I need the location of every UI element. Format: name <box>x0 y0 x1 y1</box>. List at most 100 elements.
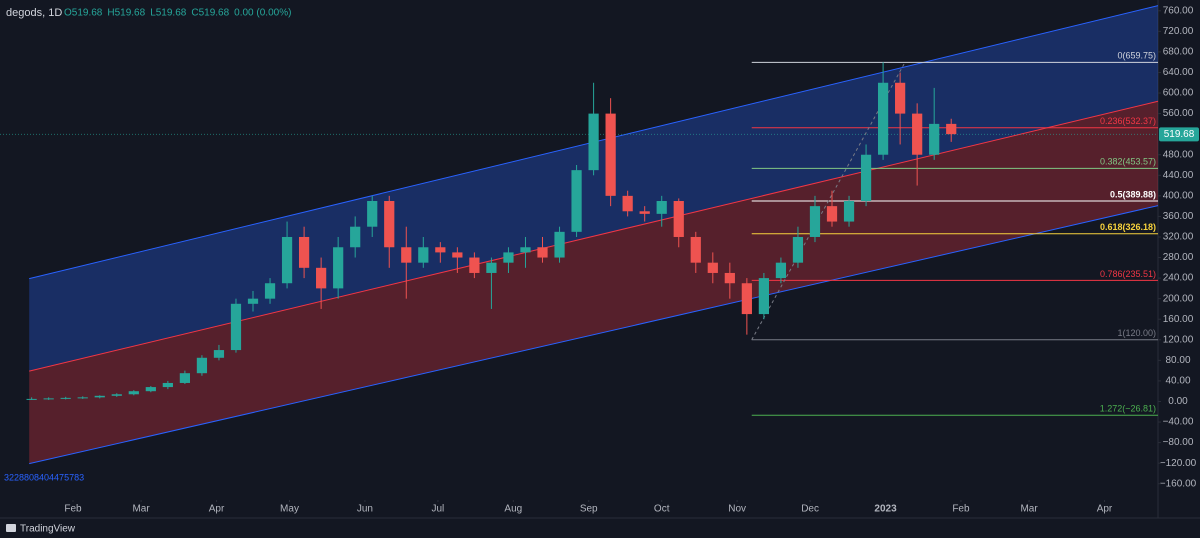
channel-lower-fill <box>29 101 1159 464</box>
ohlc-value: O519.68 <box>64 8 103 19</box>
y-tick-label: −160.00 <box>1160 478 1197 489</box>
fib-label: 1(120.00) <box>1117 328 1156 338</box>
candle-body <box>775 262 787 279</box>
candle-body <box>826 206 838 222</box>
fib-label: 0.5(389.88) <box>1110 189 1156 199</box>
candle-body <box>281 236 293 284</box>
y-tick-label: 320.00 <box>1163 232 1194 243</box>
candle-body <box>537 247 548 258</box>
y-tick-label: 0.00 <box>1168 396 1188 407</box>
candle-body <box>843 200 855 222</box>
channel-upper-fill <box>29 5 1159 372</box>
candle-body <box>196 357 208 374</box>
ohlc-value: C519.68 <box>191 8 229 19</box>
candle-body <box>213 350 225 358</box>
x-tick-label: Feb <box>64 504 82 515</box>
candle-body <box>43 398 54 400</box>
candle-body <box>469 257 480 273</box>
last-price-tag <box>1159 127 1199 142</box>
x-tick-label: Dec <box>801 504 819 515</box>
candle-body <box>333 247 344 289</box>
y-tick-label: 240.00 <box>1163 273 1194 284</box>
candle-body <box>94 395 105 398</box>
candle-body <box>60 397 71 399</box>
candle-body <box>145 387 156 392</box>
candle-body <box>247 298 259 304</box>
candle-body <box>639 211 650 214</box>
candle-body <box>605 113 616 196</box>
candle-body <box>554 231 565 258</box>
candle-body <box>946 123 957 135</box>
candle-body <box>741 283 752 315</box>
fib-label: 0.618(326.18) <box>1100 222 1156 232</box>
channel-lower <box>29 205 1159 465</box>
candle-body <box>111 394 122 396</box>
candle-body <box>128 391 139 395</box>
candle-body <box>758 278 769 315</box>
y-tick-label: 40.00 <box>1165 376 1190 387</box>
candle-body <box>162 382 173 388</box>
x-tick-label: Jul <box>432 504 445 515</box>
x-tick-label: Aug <box>504 504 522 515</box>
ohlc-value: H519.68 <box>107 8 145 19</box>
plot: 0(659.75) 0.236(532.37) 0.382(453.57) 0.5(3… <box>0 5 1159 465</box>
candle-body <box>298 236 310 268</box>
candle-body <box>571 170 582 232</box>
fib-label: 0(659.75) <box>1117 51 1156 61</box>
candle-body <box>656 200 667 214</box>
candle-body <box>860 154 872 201</box>
x-tick-label: Nov <box>728 504 746 515</box>
candle-body <box>707 262 718 273</box>
y-tick-label: 360.00 <box>1163 211 1194 222</box>
x-tick-label: Feb <box>952 504 970 515</box>
y-tick-label: 720.00 <box>1163 26 1194 37</box>
x-tick-label: Jun <box>357 504 373 515</box>
candle-body <box>384 200 395 248</box>
y-tick-label: 640.00 <box>1163 67 1194 78</box>
x-tick-label: Oct <box>654 504 670 515</box>
candle-body <box>367 200 378 227</box>
candle-body <box>435 247 446 253</box>
y-tick-label: 280.00 <box>1163 252 1194 263</box>
candle-body <box>724 272 735 284</box>
candle-body <box>230 303 242 351</box>
y-tick-label: 160.00 <box>1163 314 1194 325</box>
candle-body <box>401 247 412 263</box>
y-tick-label: 80.00 <box>1165 355 1190 366</box>
candle-body <box>26 398 37 400</box>
x-tick-label: 2023 <box>874 504 897 515</box>
candle-body <box>809 206 821 237</box>
candle-body <box>520 247 531 253</box>
y-tick-label: 560.00 <box>1163 108 1194 119</box>
y-tick-label: 480.00 <box>1163 149 1194 160</box>
candle-body <box>588 113 599 171</box>
channel-middle <box>29 100 1159 372</box>
candle-body <box>503 252 514 263</box>
y-tick-label: −80.00 <box>1163 437 1194 448</box>
x-tick-label: Mar <box>132 504 150 515</box>
symbol: degods, 1D <box>6 7 62 19</box>
candle-body <box>77 397 88 399</box>
y-tick-label: 760.00 <box>1163 5 1194 16</box>
y-tick-label: 200.00 <box>1163 293 1194 304</box>
logo-icon <box>6 524 16 532</box>
fib-label: 0.236(532.37) <box>1100 116 1156 126</box>
candle-body <box>350 226 361 248</box>
y-tick-label: 440.00 <box>1163 170 1194 181</box>
y-tick-label: 600.00 <box>1163 88 1194 99</box>
candle-body <box>895 82 906 114</box>
last-price-label: 519.68 <box>1164 129 1195 140</box>
candle-body <box>452 252 463 258</box>
footer[interactable]: TradingView <box>20 524 76 535</box>
x-tick-label: Apr <box>209 504 225 515</box>
ohlc-value: 0.00 (0.00%) <box>234 8 291 19</box>
candle-body <box>418 247 429 263</box>
y-tick-label: 120.00 <box>1163 334 1194 345</box>
fib-label: 0.382(453.57) <box>1100 157 1156 167</box>
y-tick-label: 680.00 <box>1163 47 1194 58</box>
y-tick-label: −40.00 <box>1163 417 1194 428</box>
candle-body <box>316 267 327 289</box>
candle-body <box>690 236 701 263</box>
x-tick-label: Mar <box>1020 504 1038 515</box>
